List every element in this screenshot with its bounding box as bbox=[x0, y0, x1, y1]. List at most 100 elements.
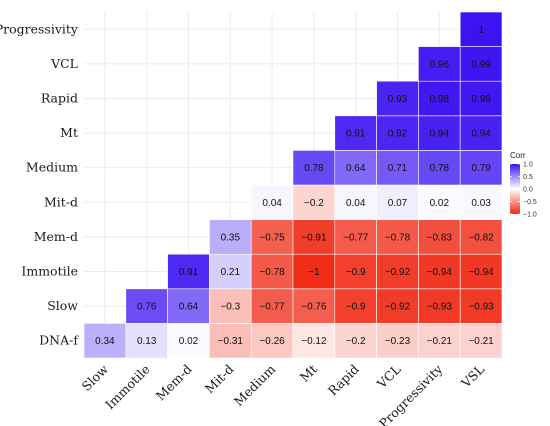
cell-value-label: −0.76 bbox=[301, 302, 327, 313]
heatmap-cell bbox=[334, 253, 377, 290]
heatmap-cell bbox=[83, 323, 127, 359]
heatmap-cell bbox=[292, 253, 336, 290]
color-legend: Corr 1.0 0.5 0.0 −0.5 −1.0 bbox=[510, 151, 537, 219]
cell-value-label: −0.26 bbox=[259, 336, 285, 347]
heatmap-cell bbox=[334, 323, 377, 359]
cell-value-label: 0.13 bbox=[137, 336, 157, 347]
heatmap-cell bbox=[292, 184, 336, 220]
heatmap-cell bbox=[459, 11, 503, 47]
cell-value-label: 0.76 bbox=[137, 302, 157, 313]
heatmap-cell bbox=[250, 253, 294, 290]
y-tick-label: Immotile bbox=[21, 264, 78, 279]
cell-value-label: −0.78 bbox=[385, 232, 411, 243]
heatmap-cell bbox=[334, 115, 377, 151]
heatmap-cell bbox=[376, 80, 419, 117]
heatmap-cell bbox=[250, 323, 294, 359]
cell-value-label: −0.92 bbox=[385, 302, 411, 313]
y-tick-label: VCL bbox=[50, 56, 78, 71]
heatmap-cell bbox=[376, 288, 419, 324]
legend-tick-label: −1.0 bbox=[523, 212, 537, 219]
legend-tick-label: 0.0 bbox=[523, 187, 533, 194]
heatmap-cell bbox=[167, 288, 210, 324]
cell-value-label: 0.78 bbox=[430, 163, 450, 174]
heatmap-cell bbox=[334, 219, 377, 255]
x-tick-label: VSL bbox=[458, 362, 488, 392]
legend-colorbar bbox=[510, 164, 520, 214]
cell-value-label: 0.79 bbox=[471, 163, 491, 174]
heatmap-cell bbox=[376, 253, 419, 290]
heatmap-cell bbox=[459, 150, 503, 186]
cell-value-label: −0.94 bbox=[427, 267, 453, 278]
heatmap-cell bbox=[376, 150, 419, 186]
cell-value-label: 0.64 bbox=[346, 163, 366, 174]
heatmap-cell bbox=[334, 184, 377, 220]
heatmap-cell bbox=[418, 323, 461, 359]
cell-value-label: −0.12 bbox=[301, 336, 327, 347]
heatmap-cell bbox=[418, 219, 461, 255]
x-tick-label: Rapid bbox=[325, 362, 362, 399]
cell-value-label: −0.93 bbox=[427, 302, 453, 313]
cell-value-label: 0.03 bbox=[471, 198, 491, 209]
cell-value-label: −0.92 bbox=[385, 267, 411, 278]
heatmap-cell bbox=[418, 115, 461, 151]
cell-value-label: 0.98 bbox=[471, 94, 491, 105]
cell-value-label: −0.21 bbox=[468, 336, 494, 347]
heatmap-cell bbox=[209, 253, 252, 290]
cell-value-label: 0.34 bbox=[95, 336, 115, 347]
cell-value-label: −0.77 bbox=[343, 232, 369, 243]
cell-value-label: 0.35 bbox=[221, 232, 241, 243]
cell-value-label: 1 bbox=[478, 25, 484, 36]
cell-value-label: −0.2 bbox=[346, 336, 366, 347]
x-tick-label: Immotile bbox=[102, 362, 153, 413]
heatmap-cell bbox=[125, 323, 168, 359]
cell-value-label: 0.94 bbox=[471, 129, 491, 140]
cell-value-label: 0.04 bbox=[262, 198, 282, 209]
cell-value-label: −0.31 bbox=[218, 336, 244, 347]
y-tick-label: Rapid bbox=[41, 91, 78, 106]
heatmap-cell bbox=[376, 184, 419, 220]
heatmap-cell bbox=[292, 288, 336, 324]
cell-value-label: −0.3 bbox=[220, 302, 240, 313]
heatmap-cell bbox=[459, 184, 503, 220]
cell-value-label: 0.99 bbox=[471, 59, 491, 70]
heatmap-cell bbox=[418, 46, 461, 82]
cell-value-label: 0.92 bbox=[388, 129, 408, 140]
heatmap-cell bbox=[459, 80, 503, 117]
y-tick-label: Progressivity bbox=[0, 21, 79, 36]
heatmap-cell bbox=[376, 115, 419, 151]
y-tick-label: Slow bbox=[47, 298, 78, 313]
heatmap-cell bbox=[418, 80, 461, 117]
cell-value-label: −0.78 bbox=[259, 267, 285, 278]
cell-value-label: 0.02 bbox=[179, 336, 199, 347]
x-tick-label: Slow bbox=[79, 361, 112, 394]
cell-value-label: 0.78 bbox=[304, 163, 324, 174]
cell-value-label: −0.83 bbox=[427, 232, 453, 243]
legend-tick-label: −0.5 bbox=[523, 199, 537, 206]
cell-value-label: 0.93 bbox=[388, 94, 408, 105]
y-tick-label: DNA-f bbox=[39, 333, 79, 348]
cell-value-label: −0.21 bbox=[427, 336, 453, 347]
legend-tick-label: 1.0 bbox=[523, 162, 533, 169]
cell-value-label: 0.07 bbox=[388, 198, 408, 209]
x-tick-label: Medium bbox=[231, 361, 279, 409]
cell-value-label: −0.23 bbox=[385, 336, 411, 347]
heatmap-cell bbox=[459, 288, 503, 324]
legend-title: Corr bbox=[510, 151, 526, 160]
x-tick-label: VCL bbox=[373, 362, 403, 392]
cell-value-label: 0.94 bbox=[430, 129, 450, 140]
cell-value-label: 0.21 bbox=[221, 267, 241, 278]
cell-value-label: 0.98 bbox=[430, 94, 450, 105]
y-tick-label: Mit-d bbox=[44, 194, 78, 209]
heatmap-cell bbox=[167, 323, 210, 359]
heatmap-cell bbox=[418, 184, 461, 220]
heatmap-cells: 0.34 0.13 0.02 −0.31 −0.26 −0.12 −0.2 −0.23 −0.2… bbox=[83, 11, 503, 359]
cell-value-label: 0.02 bbox=[430, 198, 450, 209]
cell-value-label: −0.9 bbox=[346, 267, 366, 278]
heatmap-cell bbox=[292, 150, 336, 186]
cell-value-label: 0.64 bbox=[179, 302, 199, 313]
heatmap-cell bbox=[459, 46, 503, 82]
heatmap-cell bbox=[250, 219, 294, 255]
y-tick-label: Mt bbox=[60, 125, 78, 140]
